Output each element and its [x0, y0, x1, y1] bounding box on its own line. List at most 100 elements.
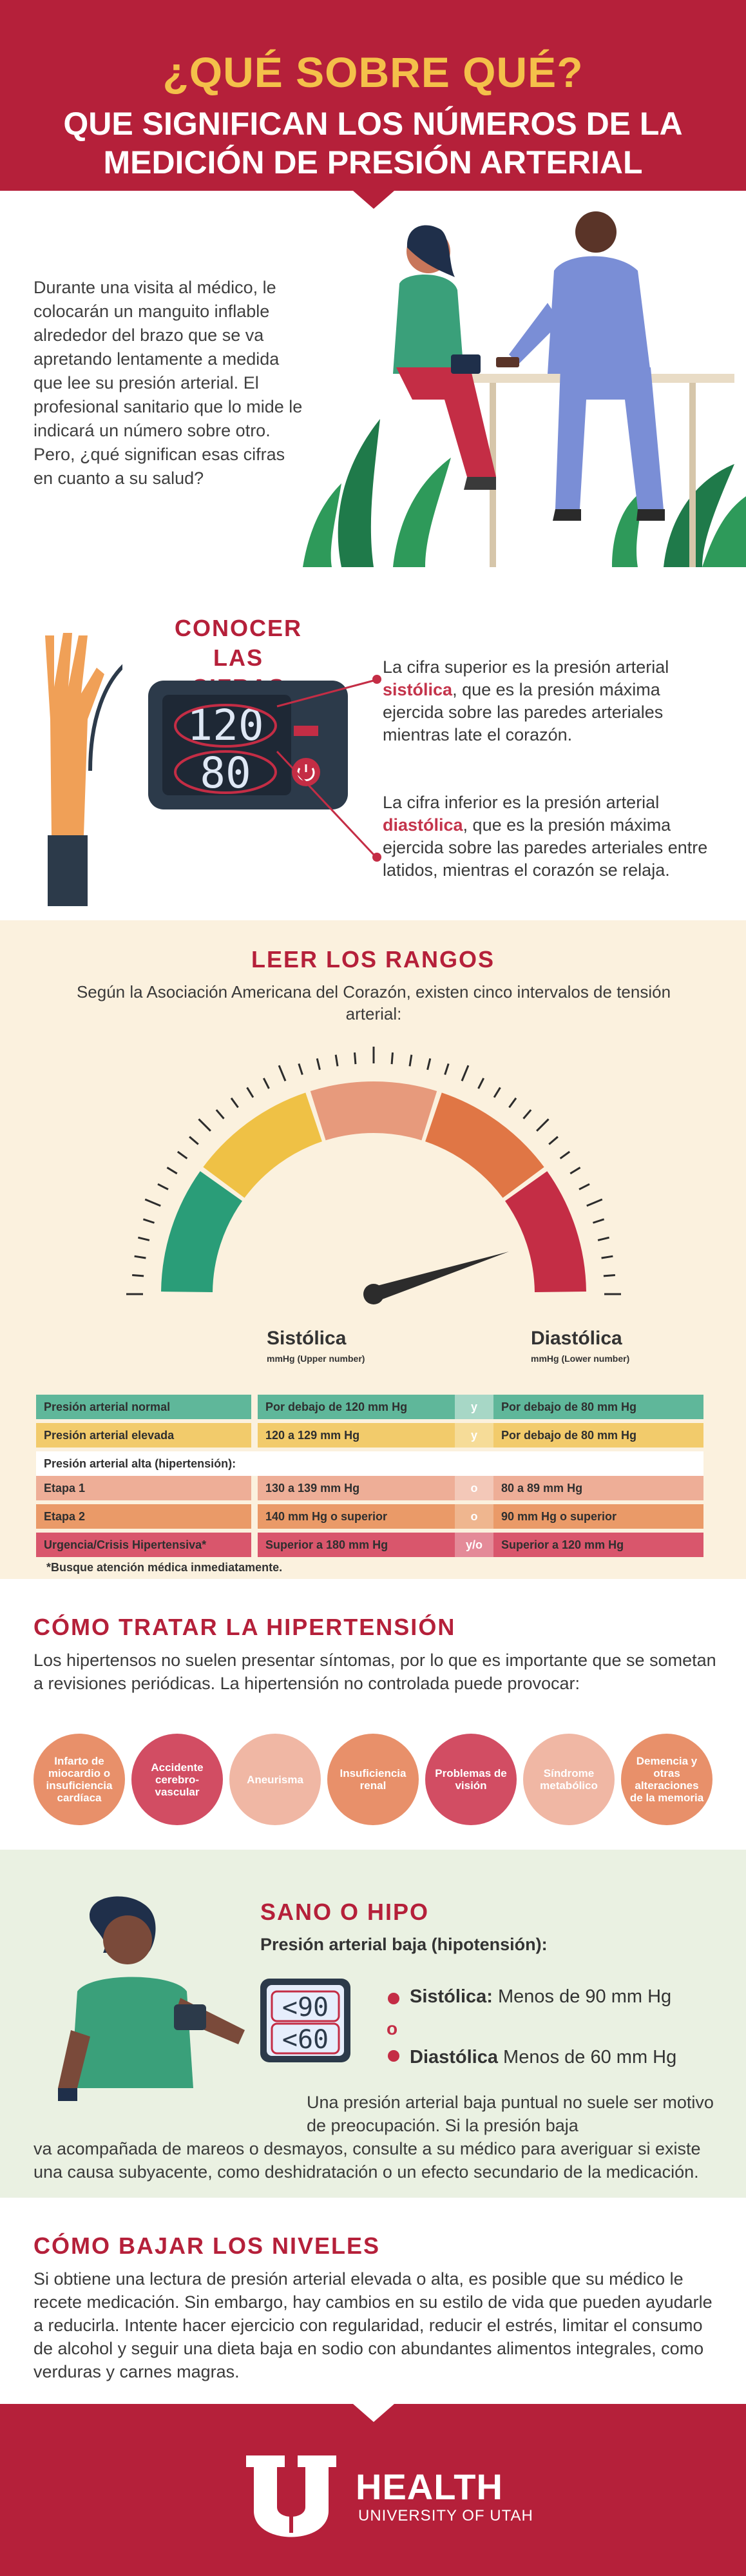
gauge-tick: [444, 1063, 450, 1075]
doctor-patient-illustration: [303, 211, 746, 567]
range-row: Etapa 2 140 mm Hg o superior o 90 mm Hg o s…: [36, 1504, 703, 1529]
gauge-tick: [144, 1198, 161, 1207]
hypo-section: <90 <60 SANO O HIPO Presión arterial baj…: [0, 1850, 746, 2198]
range-diastolic: Por debajo de 80 mm Hg: [493, 1395, 703, 1419]
range-diastolic: 90 mm Hg o superior: [493, 1504, 703, 1529]
treat-heading: CÓMO TRATAR LA HIPERTENSIÓN: [33, 1614, 456, 1640]
range-connector: y: [455, 1395, 493, 1419]
gauge-tick: [408, 1054, 413, 1067]
range-systolic: 130 a 139 mm Hg: [258, 1476, 455, 1500]
range-connector: o: [455, 1476, 493, 1500]
hypo-diastolic: Diastólica Menos de 60 mm Hg: [410, 2047, 677, 2068]
gauge-segment: [161, 1171, 242, 1292]
ranges-heading: LEER LOS RANGOS: [251, 946, 495, 973]
gauge-segment: [425, 1092, 544, 1198]
range-label: Presión arterial alta (hipertensión):: [36, 1451, 703, 1476]
gauge-tick: [262, 1078, 270, 1089]
gauge-tick: [354, 1052, 357, 1065]
complication-item: Problemas de visión: [425, 1734, 517, 1825]
connector-lines: [276, 675, 381, 862]
diastolic-header: Diastólica: [531, 1328, 622, 1349]
complication-item: Aneurisma: [229, 1734, 321, 1825]
numbers-heading-line-1: CONOCER LAS: [174, 615, 302, 671]
numbers-section: CONOCER LAS CIFRAS 120 80 La cifra super…: [0, 584, 746, 920]
gauge-segment: [310, 1081, 437, 1141]
footer-logo-text: HEALTH: [356, 2466, 503, 2507]
gauge-segment: [203, 1092, 322, 1198]
gauge-tick: [597, 1236, 609, 1241]
gauge-tick: [177, 1150, 188, 1159]
gauge-tick: [134, 1255, 146, 1259]
intro-text: Durante una visita al médico, le colocar…: [33, 278, 303, 488]
bp-monitor-illustration: 120 80: [148, 681, 348, 809]
ranges-section: LEER LOS RANGOS Según la Asociación Amer…: [0, 920, 746, 1579]
u-logo-icon: [246, 2455, 336, 2537]
hypo-or-connector: o: [387, 2019, 398, 2039]
hypo-text-2: va acompañada de mareos o desmayos, cons…: [33, 2139, 701, 2182]
range-label: Etapa 2: [36, 1504, 251, 1529]
header-notch: [353, 191, 394, 209]
gauge-needle: [370, 1252, 509, 1301]
systolic-explanation: La cifra superior es la presión arterial…: [383, 657, 669, 744]
gauge-tick: [601, 1255, 613, 1259]
page-subtitle: QUE SIGNIFICAN LOS NÚMEROS DE LA MEDICIÓ…: [0, 104, 746, 182]
bp-gauge: [126, 1047, 621, 1304]
hypo-monitor-diastolic: <60: [282, 2025, 329, 2055]
lower-text: Si obtiene una lectura de presión arteri…: [33, 2269, 713, 2381]
gauge-tick: [548, 1136, 559, 1145]
woman-cuff-illustration: [58, 1896, 245, 2101]
gauge-segment: [505, 1171, 586, 1292]
ranges-subtitle: Según la Asociación Americana del Corazó…: [76, 982, 671, 1023]
gauge-tick: [142, 1218, 155, 1224]
gauge-tick: [461, 1065, 470, 1081]
gauge-tick: [316, 1058, 321, 1070]
treat-text: Los hipertensos no suelen presentar sínt…: [33, 1651, 716, 1693]
range-diastolic: Por debajo de 80 mm Hg: [493, 1423, 703, 1448]
gauge-tick: [138, 1236, 150, 1241]
diastolic-highlight: diastólica: [383, 815, 463, 835]
footer-notch: [353, 2404, 394, 2422]
gauge-tick: [593, 1218, 605, 1224]
gauge-tick: [334, 1054, 339, 1067]
range-systolic: 140 mm Hg o superior: [258, 1504, 455, 1529]
gauge-tick: [278, 1065, 287, 1081]
header-banner: ¿QUÉ SOBRE QUÉ? QUE SIGNIFICAN LOS NÚMER…: [0, 0, 746, 191]
hypo-subtitle: Presión arterial baja (hipotensión):: [260, 1935, 548, 1954]
range-diastolic: Superior a 120 mm Hg: [493, 1533, 703, 1557]
range-diastolic: 80 a 89 mm Hg: [493, 1476, 703, 1500]
footer: HEALTH UNIVERSITY OF UTAH: [0, 2404, 746, 2576]
diastolic-subheader: mmHg (Lower number): [531, 1353, 630, 1364]
range-row: Presión arterial alta (hipertensión):: [36, 1451, 703, 1476]
range-connector: y/o: [455, 1533, 493, 1557]
hypo-heading: SANO O HIPO: [260, 1899, 430, 1925]
range-label: Urgencia/Crisis Hipertensiva*: [36, 1533, 251, 1557]
hypo-monitor-systolic: <90: [282, 1993, 329, 2022]
ranges-note: *Busque atención médica inmediatamente.: [46, 1561, 283, 1574]
gauge-tick: [477, 1078, 485, 1089]
gauge-tick: [246, 1087, 254, 1098]
lower-heading: CÓMO BAJAR LOS NIVELES: [33, 2232, 381, 2259]
gauge-tick: [157, 1183, 169, 1190]
gauge-tick: [579, 1183, 590, 1190]
hypo-connector-dots: [388, 1993, 399, 2062]
monitor-diastolic-value: 80: [200, 748, 251, 798]
gauge-hub: [363, 1284, 384, 1304]
systolic-subheader: mmHg (Upper number): [267, 1353, 365, 1364]
range-connector: o: [455, 1504, 493, 1529]
gauge-tick: [189, 1136, 199, 1145]
treat-section: CÓMO TRATAR LA HIPERTENSIÓN Los hiperten…: [0, 1579, 746, 1850]
range-connector: y: [455, 1423, 493, 1448]
complication-item: Insuficiencia renal: [327, 1734, 419, 1825]
complication-item: Accidente cerebro-vascular: [131, 1734, 223, 1825]
range-systolic: Por debajo de 120 mm Hg: [258, 1395, 455, 1419]
range-label: Etapa 1: [36, 1476, 251, 1500]
range-label: Presión arterial normal: [36, 1395, 251, 1419]
lower-section: CÓMO BAJAR LOS NIVELES Si obtiene una le…: [0, 2198, 746, 2404]
range-systolic: 120 a 129 mm Hg: [258, 1423, 455, 1448]
gauge-tick: [522, 1109, 532, 1119]
range-row: Etapa 1 130 a 139 mm Hg o 80 a 89 mm Hg: [36, 1476, 703, 1500]
arm-cuff-illustration: [45, 633, 122, 906]
gauge-tick: [586, 1198, 603, 1207]
gauge-tick: [230, 1097, 239, 1109]
complication-item: Síndrome metabólico: [523, 1734, 615, 1825]
